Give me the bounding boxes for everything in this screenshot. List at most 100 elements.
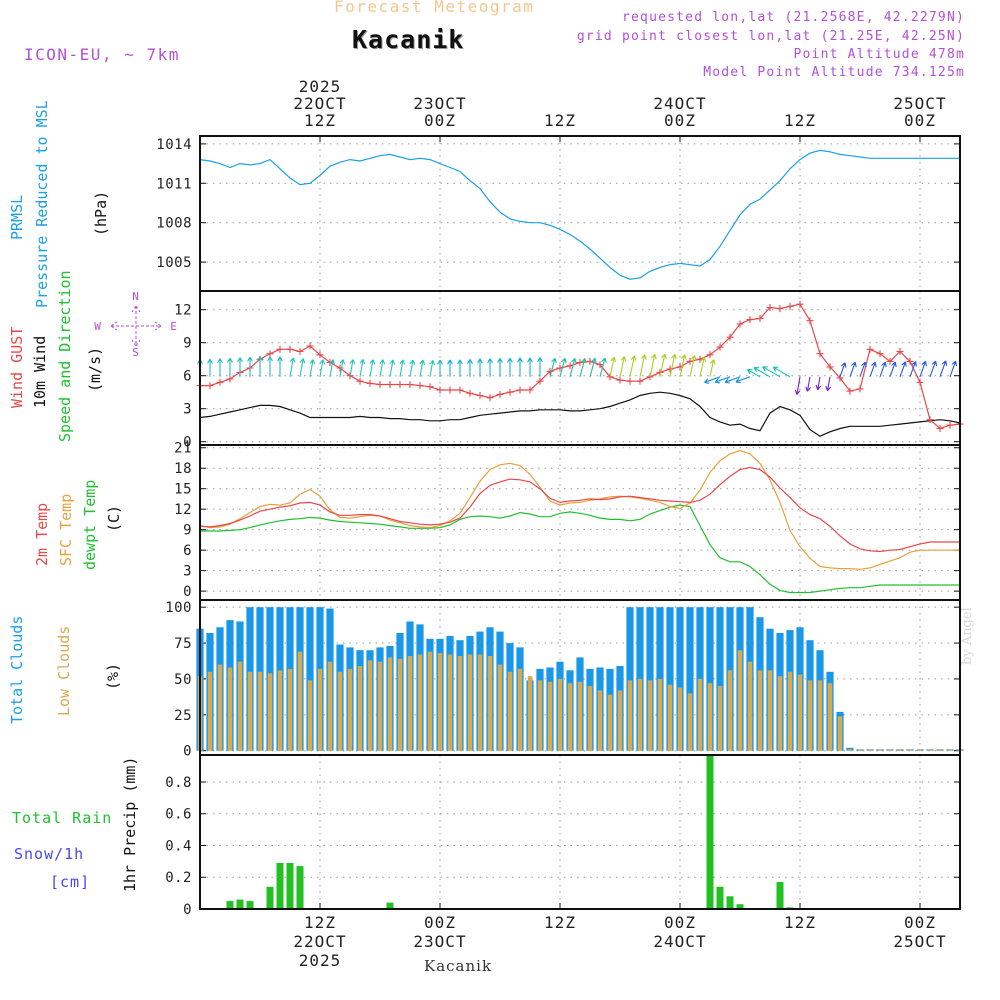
wind-gust-marker xyxy=(266,350,274,358)
top-time-label: 12Z xyxy=(544,111,576,130)
bottom-time-label: 00Z xyxy=(904,913,936,932)
wind-direction-label: Speed and Direction xyxy=(56,270,74,442)
low-cloud-bar xyxy=(257,671,263,751)
low-cloud-bar xyxy=(887,749,893,751)
wind-gust-marker xyxy=(766,304,774,311)
wind-direction-arrow xyxy=(619,356,627,377)
wind-speed-line xyxy=(199,391,961,437)
rain-bar xyxy=(276,863,284,909)
wind-direction-arrow xyxy=(379,359,386,377)
compass-rose-icon xyxy=(110,305,162,347)
low-cloud-bar xyxy=(877,749,883,751)
point-altitude: Point Altitude 478m xyxy=(793,47,965,62)
wind-direction-arrow xyxy=(746,369,761,378)
low-cloud-bar xyxy=(577,681,583,751)
low-cloud-bar xyxy=(547,681,553,751)
bottom-time-label: 12Z xyxy=(304,913,336,932)
wind-gust-label: Wind GUST xyxy=(8,326,26,408)
compass-east: E xyxy=(170,320,178,333)
wind-direction-arrow xyxy=(289,357,296,377)
t2m-label: 2m Temp xyxy=(33,502,51,566)
wind-direction-arrow xyxy=(579,358,587,377)
bottom-time-label: 12Z xyxy=(784,913,816,932)
pressure-ytick-label: 1014 xyxy=(156,137,192,153)
precip-ytick-label: 0.6 xyxy=(165,807,192,823)
dewpt-line xyxy=(200,504,960,594)
wind-direction-arrow xyxy=(477,358,483,377)
wind-direction-arrow xyxy=(329,359,336,377)
wind-direction-arrow xyxy=(319,359,326,377)
clouds-unit: (%) xyxy=(104,662,122,690)
top-time-label: 00Z xyxy=(424,111,456,130)
wind-direction-arrow xyxy=(237,357,243,377)
low-cloud-bar xyxy=(387,657,393,751)
wind-gust-marker xyxy=(486,394,494,402)
total-cloud-bar xyxy=(646,607,654,751)
wind-direction-arrow xyxy=(805,376,812,392)
low-cloud-bar xyxy=(447,654,453,751)
top-time-label: 00Z xyxy=(904,111,936,130)
temp-grid xyxy=(200,445,960,600)
wind-gust-marker xyxy=(396,381,404,388)
low-cloud-bar xyxy=(647,680,653,751)
wind-direction-arrow xyxy=(309,359,316,377)
rain-bar xyxy=(386,902,394,909)
wind-gust-marker xyxy=(576,359,584,366)
low-cloud-bar xyxy=(367,660,373,751)
wind-gust-marker xyxy=(436,386,444,394)
wind-direction-arrow xyxy=(429,359,436,377)
top-time-label: 00Z xyxy=(664,111,696,130)
temp-ytick-label: 9 xyxy=(183,523,192,539)
low-cloud-bar xyxy=(287,668,293,751)
wind-gust-marker xyxy=(596,361,604,369)
low-cloud-bar xyxy=(917,749,923,751)
low-cloud-bar xyxy=(437,653,443,751)
precip-grid xyxy=(200,755,960,910)
rain-bar xyxy=(776,882,784,909)
wind-gust-marker xyxy=(356,377,364,385)
low-cloud-bar xyxy=(377,661,383,751)
wind-direction-arrow xyxy=(527,357,533,377)
precip-ytick-label: 0 xyxy=(183,902,192,918)
wind-gust-marker xyxy=(716,343,724,351)
temp-ytick-label: 15 xyxy=(174,482,192,498)
wind-direction-arrow xyxy=(869,361,877,377)
wind-gust-marker xyxy=(886,357,894,365)
wind-direction-arrow xyxy=(889,361,897,377)
low-cloud-bar xyxy=(827,683,833,751)
rain-label: Total Rain xyxy=(12,809,113,827)
wind-direction-arrow xyxy=(257,356,263,377)
forecast-title: Forecast Meteogram xyxy=(334,0,535,16)
wind-direction-arrow xyxy=(699,356,707,377)
pressure-grid xyxy=(200,136,960,291)
wind-direction-arrow xyxy=(517,357,523,377)
bottom-time-label: 22OCT xyxy=(293,932,346,951)
low-cloud-bar xyxy=(587,686,593,751)
wind-gust-marker xyxy=(666,365,674,373)
compass-north: N xyxy=(132,290,140,303)
temp-ytick-label: 0 xyxy=(183,584,192,600)
snow-unit-label: [cm] xyxy=(50,873,91,891)
wind-direction-arrow xyxy=(487,358,493,377)
wind-direction-arrow xyxy=(409,359,416,377)
low-cloud-bar xyxy=(497,664,503,751)
wind-direction-arrow xyxy=(497,358,503,377)
wind-direction-arrow xyxy=(349,359,356,377)
low-cloud-bar xyxy=(457,656,463,751)
top-time-label: 12Z xyxy=(304,111,336,130)
low-cloud-bar xyxy=(727,670,733,751)
total-cloud-bar xyxy=(676,607,684,751)
wind-direction-arrow xyxy=(359,358,366,377)
wind-gust-marker xyxy=(776,305,784,313)
wind-gust-marker xyxy=(806,317,814,325)
wind-gust-marker xyxy=(946,421,954,429)
low-cloud-bar xyxy=(417,654,423,751)
clouds-ytick-label: 100 xyxy=(165,600,192,616)
pressure-ytick-label: 1008 xyxy=(156,216,192,232)
bottom-time-label: 25OCT xyxy=(893,932,946,951)
low-cloud-bar xyxy=(297,651,303,751)
low-cloud-bar xyxy=(847,749,853,751)
wind-direction-arrow xyxy=(609,356,617,377)
low-cloud-bar xyxy=(407,656,413,751)
wind-direction-arrow xyxy=(839,362,847,377)
